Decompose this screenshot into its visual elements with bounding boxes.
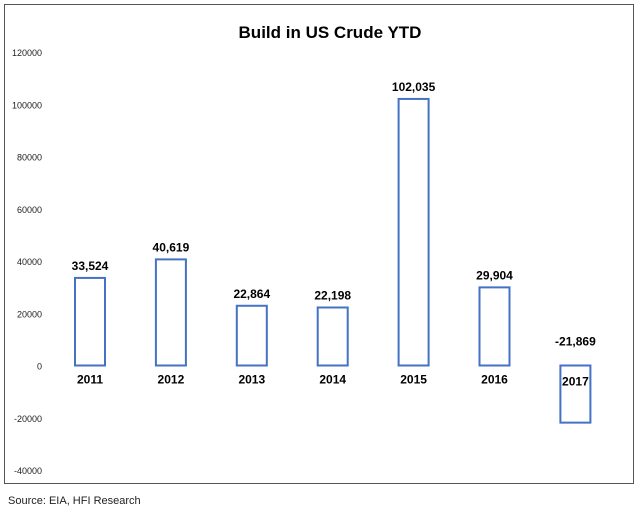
data-label: 33,524 [72,259,109,273]
y-tick-label: -40000 [14,466,42,476]
chart-frame [4,4,634,484]
bar [154,258,187,367]
x-tick-label: 2013 [238,373,265,387]
data-label: 102,035 [392,80,436,94]
y-tick-label: 60000 [17,205,42,215]
x-tick-label: 2017 [562,375,589,389]
bar [316,306,349,367]
chart-title: Build in US Crude YTD [239,23,422,42]
bar [559,364,592,424]
y-tick-label: 100000 [12,100,42,110]
x-tick-label: 2011 [77,373,103,387]
y-tick-label: -20000 [14,414,42,424]
y-tick-label: 40000 [17,257,42,267]
data-label: 22,864 [233,287,270,301]
y-tick-label: 120000 [12,48,42,58]
y-axis: -40000 -20000 0 20000 40000 60000 80000 100000 1… [12,48,42,476]
x-tick-label: 2014 [319,373,346,387]
y-tick-label: 0 [37,362,42,372]
data-label: 22,198 [314,289,351,303]
x-tick-label: 2016 [481,373,508,387]
bar [478,286,511,367]
data-labels: 33,524 40,619 22,864 22,198 102,035 29,904 -21… [72,80,596,349]
bars [74,97,592,424]
x-axis: 2011 2012 2013 2014 2015 2016 2017 [77,373,589,389]
bar [397,97,430,367]
data-label: 40,619 [153,240,190,254]
data-label: 29,904 [476,268,513,282]
y-tick-label: 20000 [17,309,42,319]
x-tick-label: 2012 [158,373,185,387]
bar [74,276,106,367]
source-note: Source: EIA, HFI Research [8,495,141,507]
y-tick-label: 80000 [17,153,42,163]
data-label: -21,869 [555,335,596,349]
x-tick-label: 2015 [400,373,427,387]
bar [235,304,268,367]
